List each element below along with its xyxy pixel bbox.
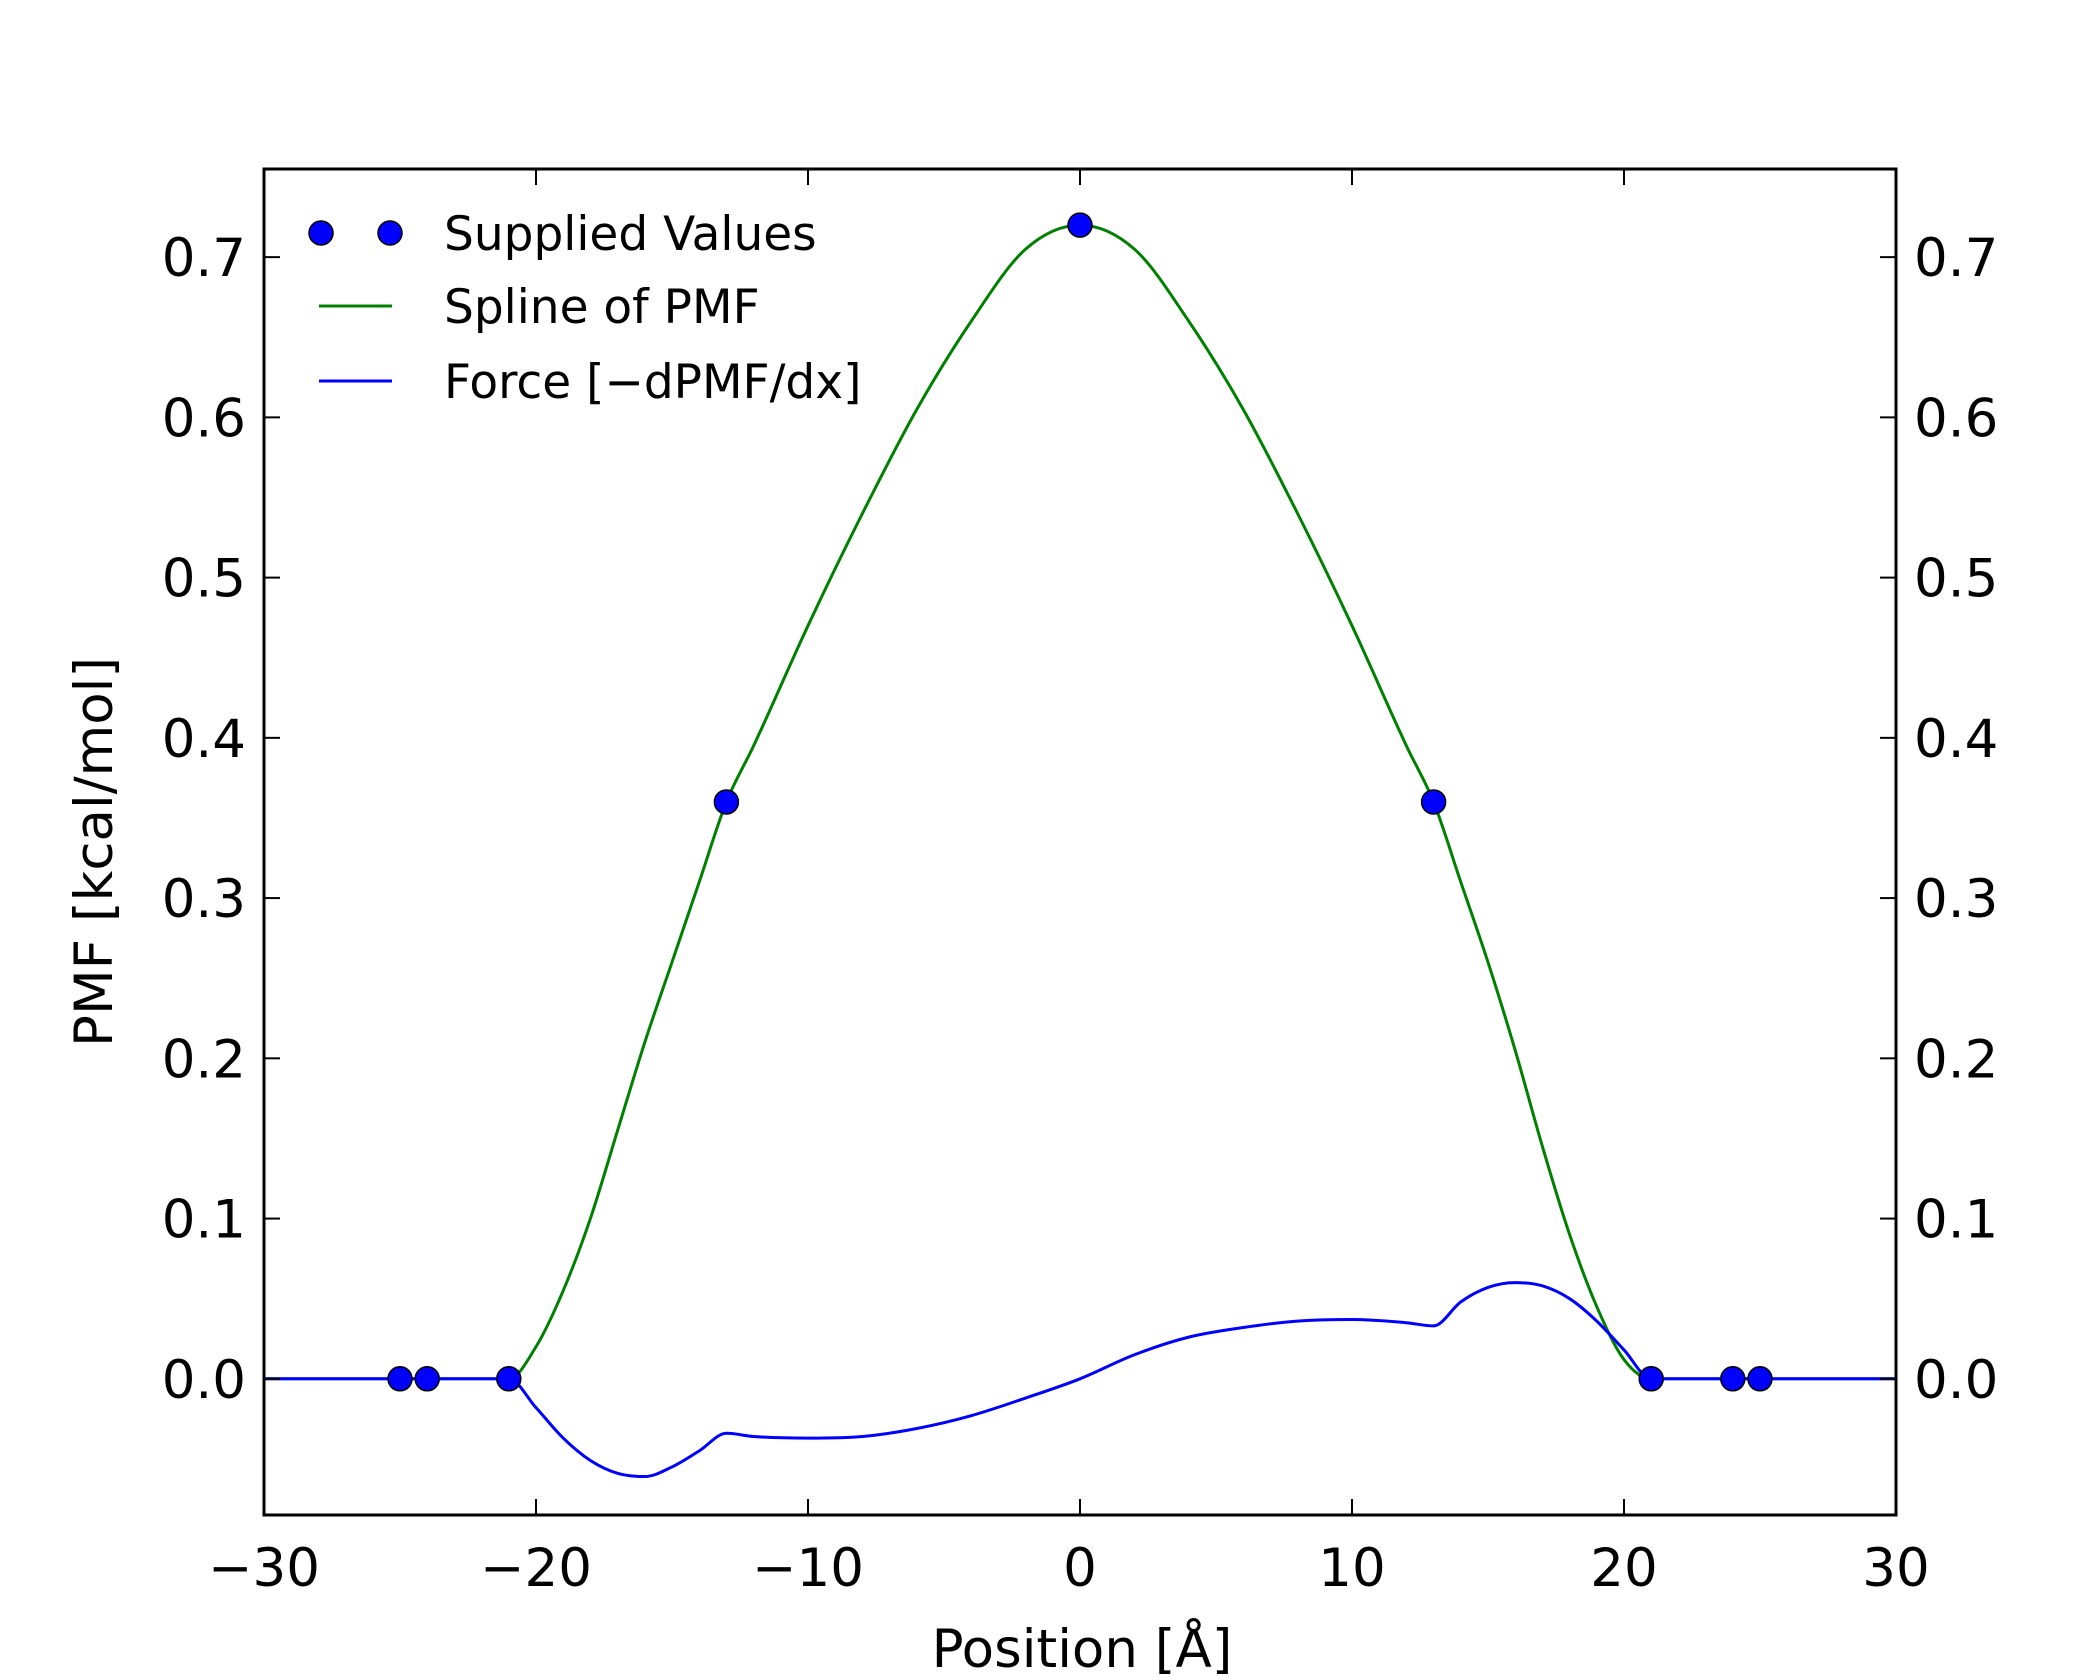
y-tick-label-right: 0.3 bbox=[1914, 869, 1998, 930]
y-tick-label-right: 0.2 bbox=[1914, 1029, 1998, 1090]
data-point bbox=[1720, 1366, 1746, 1392]
x-tick-label: −10 bbox=[752, 1538, 864, 1599]
x-tick-label: 30 bbox=[1862, 1538, 1929, 1599]
legend-label-spline: Spline of PMF bbox=[444, 280, 760, 335]
data-point bbox=[1747, 1366, 1773, 1392]
y-tick-label-right: 0.6 bbox=[1914, 388, 1998, 449]
y-tick-label-right: 0.5 bbox=[1914, 549, 1998, 610]
legend-marker-supplied-2 bbox=[377, 220, 403, 246]
data-point bbox=[1067, 212, 1093, 238]
data-point bbox=[1638, 1366, 1664, 1392]
x-tick-label: −20 bbox=[480, 1538, 592, 1599]
y-tick-label-left: 0.0 bbox=[162, 1350, 246, 1411]
y-tick-label-right: 0.0 bbox=[1914, 1350, 1998, 1411]
y-tick-label-left: 0.7 bbox=[162, 228, 246, 289]
y-tick-label-left: 0.2 bbox=[162, 1029, 246, 1090]
legend-label-force: Force [−dPMF/dx] bbox=[444, 355, 861, 410]
legend-marker-supplied-1 bbox=[308, 220, 334, 246]
y-axis-title: PMF [kcal/mol] bbox=[64, 657, 125, 1047]
x-tick-label: 20 bbox=[1590, 1538, 1657, 1599]
legend: Supplied Values Spline of PMF Force [−dP… bbox=[308, 207, 861, 410]
y-tick-label-right: 0.1 bbox=[1914, 1190, 1998, 1251]
y-tick-label-right: 0.7 bbox=[1914, 228, 1998, 289]
data-point bbox=[414, 1366, 440, 1392]
y-tick-label-left: 0.5 bbox=[162, 549, 246, 610]
data-point bbox=[1420, 789, 1447, 815]
data-point bbox=[496, 1366, 522, 1392]
data-point bbox=[387, 1366, 413, 1392]
x-tick-label: 0 bbox=[1063, 1538, 1097, 1599]
x-axis-title: Position [Å] bbox=[932, 1616, 1233, 1680]
axis-ticks: −30 −20 −10 0 10 20 30 0.0 0.0 0.1 0.1 0.2 0.2 0.3 0.3… bbox=[162, 169, 1998, 1599]
series-lines bbox=[264, 223, 1896, 1479]
supplied-value-points bbox=[387, 212, 1773, 1392]
legend-label-supplied: Supplied Values bbox=[444, 207, 817, 262]
x-tick-label: −30 bbox=[208, 1538, 320, 1599]
x-tick-label: 10 bbox=[1318, 1538, 1385, 1599]
y-tick-label-right: 0.4 bbox=[1914, 709, 1998, 770]
y-tick-label-left: 0.3 bbox=[162, 869, 246, 930]
y-tick-label-left: 0.1 bbox=[162, 1190, 246, 1251]
y-tick-label-left: 0.4 bbox=[162, 709, 246, 770]
data-point bbox=[713, 789, 740, 815]
force-line bbox=[264, 1281, 1896, 1479]
y-tick-label-left: 0.6 bbox=[162, 388, 246, 449]
